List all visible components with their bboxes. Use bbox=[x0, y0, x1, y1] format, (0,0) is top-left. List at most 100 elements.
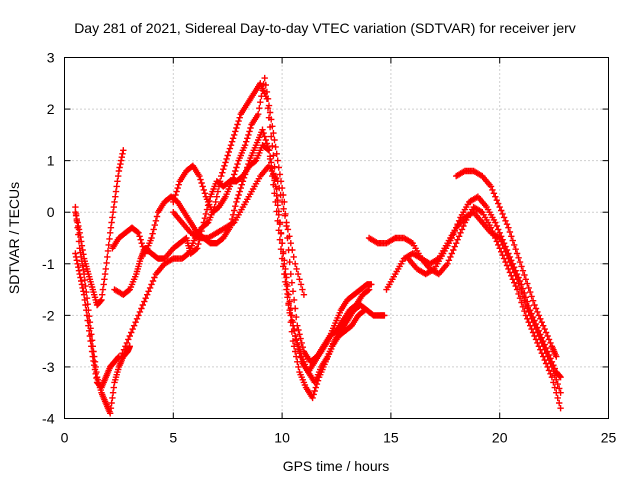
data-point bbox=[511, 279, 518, 286]
data-point bbox=[273, 150, 280, 157]
data-point bbox=[229, 220, 236, 227]
data-point bbox=[487, 183, 495, 190]
data-point bbox=[529, 297, 537, 304]
data-point bbox=[278, 240, 286, 247]
data-point bbox=[447, 253, 454, 261]
data-point bbox=[229, 174, 237, 181]
data-point bbox=[101, 276, 108, 283]
data-point bbox=[278, 198, 286, 206]
data-point bbox=[78, 277, 85, 285]
data-point bbox=[285, 300, 292, 307]
data-point bbox=[184, 251, 191, 258]
data-point bbox=[513, 270, 521, 278]
data-point bbox=[275, 164, 282, 171]
data-point bbox=[542, 329, 550, 336]
data-point bbox=[493, 238, 500, 245]
data-point bbox=[289, 337, 297, 345]
data-point bbox=[297, 335, 304, 342]
data-point bbox=[553, 353, 560, 360]
data-point bbox=[244, 135, 251, 142]
data-point bbox=[518, 263, 525, 270]
data-point bbox=[271, 163, 278, 170]
data-point bbox=[499, 210, 506, 218]
data-point bbox=[508, 272, 515, 279]
data-point bbox=[116, 164, 123, 171]
data-point bbox=[545, 351, 553, 359]
data-point bbox=[544, 332, 551, 340]
data-point bbox=[80, 291, 88, 298]
data-point bbox=[175, 181, 182, 188]
data-point bbox=[236, 114, 243, 121]
data-point bbox=[107, 410, 114, 417]
data-point bbox=[515, 254, 522, 261]
data-point bbox=[91, 362, 98, 369]
grid-layer bbox=[64, 57, 609, 419]
data-point bbox=[284, 226, 292, 233]
data-point bbox=[368, 281, 375, 288]
data-point bbox=[223, 155, 230, 163]
data-point bbox=[247, 124, 254, 132]
data-point bbox=[511, 264, 518, 271]
data-point bbox=[202, 210, 210, 218]
data-point bbox=[515, 274, 522, 281]
data-point bbox=[534, 324, 541, 331]
data-point bbox=[518, 281, 525, 288]
data-point bbox=[293, 353, 300, 360]
data-point bbox=[541, 341, 548, 348]
data-point bbox=[360, 307, 367, 315]
data-point bbox=[72, 253, 80, 261]
data-point bbox=[233, 124, 240, 132]
data-point bbox=[257, 99, 264, 106]
data-point bbox=[115, 354, 122, 361]
data-point bbox=[282, 270, 289, 278]
data-point bbox=[492, 193, 499, 200]
data-point bbox=[373, 239, 380, 246]
data-point bbox=[457, 229, 464, 236]
data-point bbox=[293, 313, 300, 321]
data-point bbox=[148, 281, 155, 288]
data-point bbox=[538, 334, 545, 341]
data-point bbox=[133, 315, 141, 322]
data-point bbox=[107, 224, 115, 231]
data-point bbox=[114, 178, 121, 185]
data-point bbox=[505, 224, 512, 231]
data-point bbox=[487, 224, 495, 231]
data-point bbox=[109, 389, 117, 396]
data-point bbox=[255, 111, 262, 118]
data-point bbox=[545, 367, 553, 374]
data-point bbox=[264, 143, 272, 151]
data-point bbox=[512, 267, 519, 274]
data-point bbox=[233, 164, 240, 171]
data-point bbox=[225, 148, 232, 156]
data-point bbox=[531, 332, 538, 340]
data-point bbox=[550, 362, 557, 369]
series-6 bbox=[117, 80, 368, 402]
x-axis-label: GPS time / hours bbox=[283, 458, 390, 474]
data-point bbox=[454, 236, 461, 243]
data-point bbox=[540, 322, 547, 329]
data-point bbox=[451, 227, 458, 235]
data-point bbox=[529, 329, 537, 336]
data-point bbox=[220, 166, 227, 173]
data-point bbox=[106, 235, 113, 243]
data-point bbox=[544, 363, 551, 371]
data-point bbox=[271, 190, 278, 197]
data-point bbox=[198, 179, 205, 187]
data-point bbox=[108, 219, 115, 226]
data-point bbox=[277, 191, 284, 199]
data-point bbox=[532, 336, 540, 343]
data-point bbox=[238, 181, 245, 188]
data-point bbox=[309, 394, 316, 402]
data-point bbox=[146, 284, 154, 292]
data-point bbox=[544, 348, 551, 355]
data-point bbox=[84, 317, 91, 324]
data-point bbox=[280, 205, 287, 212]
data-point bbox=[496, 203, 503, 211]
data-point bbox=[281, 260, 288, 267]
data-point bbox=[445, 257, 453, 264]
data-point bbox=[286, 258, 293, 266]
data-point bbox=[515, 290, 522, 298]
data-point bbox=[455, 217, 463, 224]
data-point bbox=[281, 212, 289, 219]
data-point bbox=[525, 302, 532, 310]
